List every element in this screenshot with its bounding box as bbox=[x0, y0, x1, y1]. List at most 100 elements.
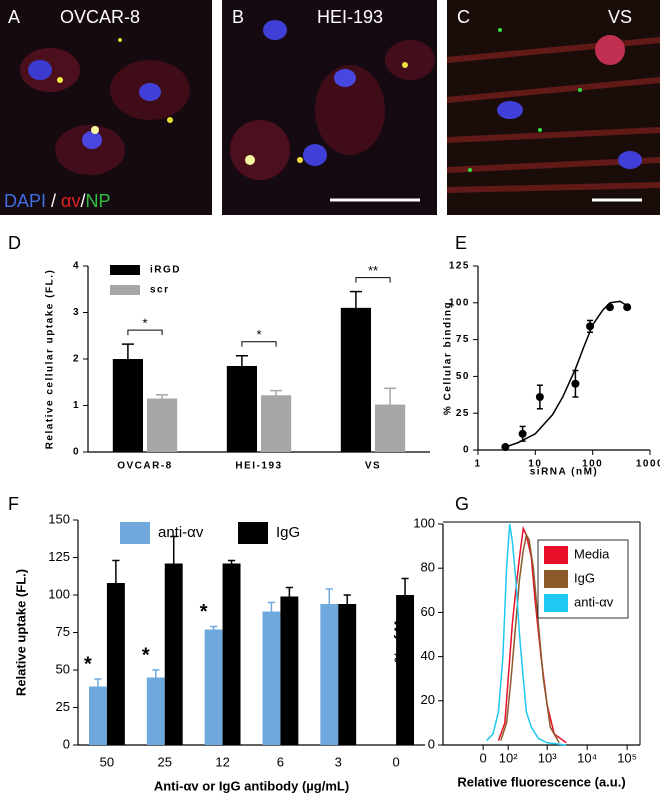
legend-swatch bbox=[110, 265, 140, 275]
legend-swatch bbox=[238, 522, 268, 544]
y-tick-label: 0 bbox=[463, 445, 470, 456]
y-tick-label: 125 bbox=[48, 549, 70, 564]
bar bbox=[164, 563, 183, 745]
bar bbox=[375, 404, 406, 452]
x-axis-label: Relative fluorescence (a.u.) bbox=[457, 774, 625, 789]
x-tick-label: 10⁵ bbox=[617, 750, 637, 765]
bar bbox=[226, 365, 257, 452]
significance: * bbox=[142, 644, 150, 666]
stain-legend: DAPI / αv/NP bbox=[4, 191, 110, 211]
bar bbox=[88, 686, 107, 745]
significance-bracket bbox=[355, 277, 391, 283]
point bbox=[535, 393, 544, 402]
legend-label: scr bbox=[150, 285, 170, 296]
y-tick-label: 0 bbox=[73, 447, 80, 458]
micrograph-c bbox=[446, 0, 660, 215]
bar bbox=[396, 595, 415, 745]
y-axis-label: Relative cellular uptake (FL.) bbox=[45, 269, 56, 450]
panel-letter: B bbox=[232, 7, 244, 27]
y-tick-label: 20 bbox=[421, 692, 435, 707]
y-tick-label: 3 bbox=[73, 307, 80, 318]
histogram-line bbox=[500, 532, 560, 744]
significance-bracket bbox=[127, 329, 163, 336]
y-tick-label: 2 bbox=[73, 354, 80, 365]
x-tick-label: 10 bbox=[528, 459, 542, 470]
image-label: VS bbox=[608, 7, 632, 27]
panel-letter: E bbox=[455, 233, 467, 253]
x-tick-label: 12 bbox=[215, 754, 229, 769]
x-tick-label: 10³ bbox=[538, 750, 557, 765]
y-axis-label: % of Max bbox=[391, 606, 406, 663]
panel-letter: A bbox=[8, 7, 20, 27]
y-tick-label: 75 bbox=[56, 624, 70, 639]
bar bbox=[204, 629, 223, 745]
fit-curve bbox=[505, 300, 628, 448]
y-tick-label: 125 bbox=[449, 261, 470, 272]
bar bbox=[340, 307, 371, 452]
y-tick-label: 0 bbox=[428, 736, 435, 751]
significance: * bbox=[200, 601, 208, 623]
legend-label: anti-αv bbox=[574, 594, 614, 609]
point bbox=[605, 303, 614, 312]
bar bbox=[222, 563, 241, 745]
histogram-line bbox=[486, 523, 567, 746]
bar bbox=[106, 583, 125, 745]
x-tick-label: 25 bbox=[158, 754, 172, 769]
image-label: OVCAR-8 bbox=[60, 7, 140, 27]
y-tick-label: 150 bbox=[48, 511, 70, 526]
legend-swatch bbox=[544, 594, 568, 612]
x-tick-label: 50 bbox=[100, 754, 114, 769]
legend-swatch bbox=[544, 546, 568, 564]
y-tick-label: 4 bbox=[73, 261, 80, 272]
bar bbox=[261, 395, 292, 452]
legend-swatch bbox=[120, 522, 150, 544]
x-axis-label: Anti-αv or IgG antibody (µg/mL) bbox=[154, 778, 349, 793]
panel-letter: C bbox=[457, 7, 470, 27]
x-tick-label: 0 bbox=[392, 754, 399, 769]
significance: * bbox=[256, 327, 261, 342]
significance-bracket bbox=[241, 341, 277, 347]
stain: αv bbox=[61, 191, 80, 211]
stain: DAPI bbox=[4, 191, 51, 211]
x-tick-label: 0 bbox=[480, 750, 487, 765]
bar bbox=[280, 596, 299, 745]
significance: * bbox=[84, 653, 92, 675]
bar bbox=[146, 677, 165, 745]
x-tick-label: VS bbox=[365, 461, 381, 472]
legend-label: IgG bbox=[276, 524, 300, 541]
stain-sep: / bbox=[80, 191, 85, 211]
legend-swatch bbox=[544, 570, 568, 588]
legend-swatch bbox=[110, 285, 140, 295]
bar bbox=[320, 604, 339, 745]
point bbox=[518, 429, 527, 438]
bar bbox=[112, 359, 143, 452]
y-axis-label: % Cellular binding bbox=[443, 301, 454, 415]
y-tick-label: 100 bbox=[413, 515, 435, 530]
y-tick-label: 50 bbox=[456, 371, 470, 382]
x-tick-label: HEI-193 bbox=[235, 461, 282, 472]
y-tick-label: 25 bbox=[56, 699, 70, 714]
y-tick-label: 75 bbox=[456, 334, 470, 345]
bar bbox=[147, 398, 178, 452]
x-tick-label: OVCAR-8 bbox=[117, 461, 173, 472]
bar bbox=[338, 604, 357, 745]
bar bbox=[262, 611, 281, 745]
point bbox=[586, 322, 595, 331]
panel-letter: F bbox=[8, 494, 19, 514]
y-tick-label: 40 bbox=[421, 648, 435, 663]
x-tick-label: 6 bbox=[277, 754, 284, 769]
y-tick-label: 25 bbox=[456, 408, 470, 419]
x-tick-label: 10² bbox=[499, 750, 518, 765]
stain: NP bbox=[85, 191, 110, 211]
y-tick-label: 0 bbox=[63, 736, 70, 751]
legend-label: iRGD bbox=[150, 265, 181, 276]
y-tick-label: 60 bbox=[421, 604, 435, 619]
legend-label: IgG bbox=[574, 570, 595, 585]
x-axis-label: siRNA (nM) bbox=[530, 467, 599, 478]
x-tick-label: 100 bbox=[582, 459, 603, 470]
legend-label: anti-αv bbox=[158, 524, 204, 541]
stain-sep: / bbox=[51, 191, 61, 211]
y-axis-label: Relative uptake (FL.) bbox=[13, 569, 28, 696]
